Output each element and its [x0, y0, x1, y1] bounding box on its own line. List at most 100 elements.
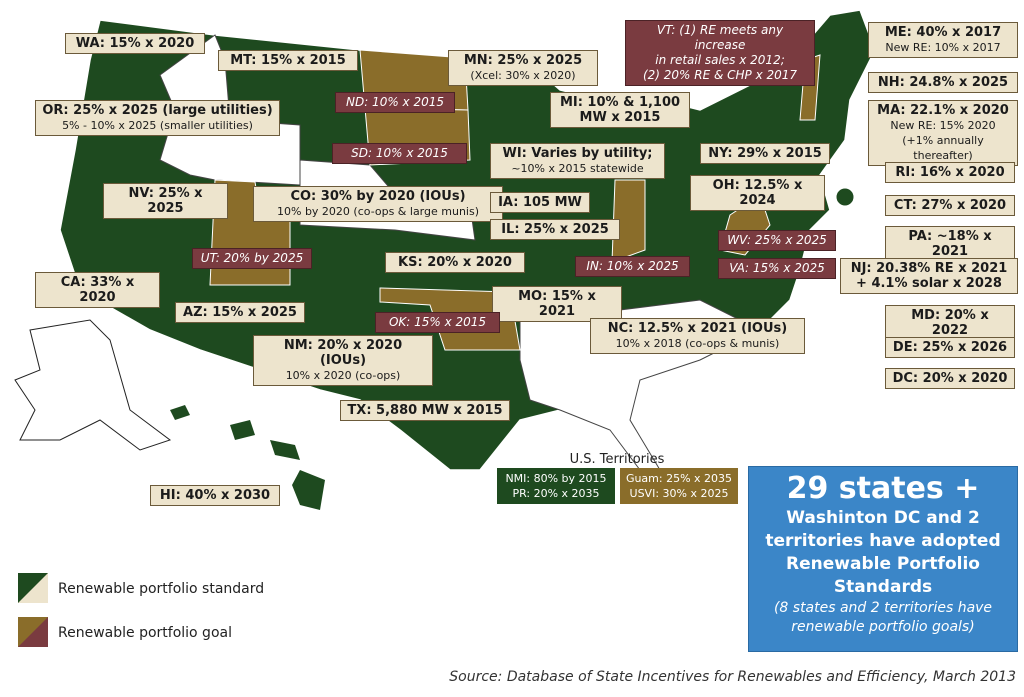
standard-label: MA: 22.1% x 2020 New RE: 15% 2020 (+1% ann…	[868, 100, 1018, 166]
standard-label: MI: 10% & 1,100 MW x 2015	[550, 92, 690, 128]
label-line: 10% x 2018 (co-ops & munis)	[615, 337, 780, 350]
label-line: CT: 27% x 2020	[893, 198, 1007, 213]
territories-title: U.S. Territories	[570, 452, 665, 467]
goal-label: UT: 20% by 2025	[192, 248, 312, 269]
standard-label: NV: 25% x 2025	[103, 183, 228, 219]
legend-swatch	[18, 617, 48, 647]
callout: 29 states + Washinton DC and 2 territori…	[748, 466, 1018, 652]
label-line: IA: 105 MW	[498, 195, 582, 210]
label-line: VT: (1) RE meets any increase	[656, 23, 784, 52]
legend-label: Renewable portfolio standard	[58, 581, 264, 597]
callout-note: (8 states and 2 territories have renewab…	[773, 600, 993, 635]
label-line: (Xcel: 30% x 2020)	[470, 69, 576, 82]
standard-label: KS: 20% x 2020	[385, 252, 525, 273]
standard-label: IL: 25% x 2025	[490, 219, 620, 240]
label-line: IN: 10% x 2025	[586, 259, 679, 273]
legend-swatch	[18, 573, 48, 603]
goal-label: OK: 15% x 2015	[375, 312, 500, 333]
label-line: CO: 30% by 2020 (IOUs)	[290, 189, 466, 204]
dc-marker	[835, 187, 855, 207]
standard-label: CO: 30% by 2020 (IOUs) 10% by 2020 (co-op…	[253, 186, 503, 222]
label-line: NV: 25% x 2025	[128, 186, 203, 216]
label-line: DE: 25% x 2026	[892, 340, 1008, 355]
label-line: MA: 22.1% x 2020	[877, 103, 1009, 118]
label-line: MN: 25% x 2025	[463, 53, 583, 68]
standard-label: MN: 25% x 2025 (Xcel: 30% x 2020)	[448, 50, 598, 86]
label-line: MD: 20% x 2022	[911, 308, 989, 338]
callout-body: Washinton DC and 2 territories have adop…	[765, 508, 1001, 597]
standard-label: PA: ~18% x 2021	[885, 226, 1015, 262]
label-line: IL: 25% x 2025	[501, 222, 609, 237]
standard-label: WI: Varies by utility; ~10% x 2015 statew…	[490, 143, 665, 179]
standard-label: RI: 16% x 2020	[885, 162, 1015, 183]
label-line: MI: 10% & 1,100 MW x 2015	[559, 95, 681, 125]
standard-label: NJ: 20.38% RE x 2021 + 4.1% solar x 2028	[840, 258, 1018, 294]
label-line: ME: 40% x 2017	[884, 25, 1002, 40]
territory-standard: NMI: 80% by 2015 PR: 20% x 2035	[497, 468, 615, 504]
source: Source: Database of State Incentives for…	[449, 669, 1016, 685]
hawaii	[230, 420, 255, 440]
label-line: ND: 10% x 2015	[345, 95, 444, 109]
territory-label: PR: 20% x 2035	[512, 487, 600, 500]
label-line: WI: Varies by utility;	[502, 146, 653, 161]
standard-label: MO: 15% x 2021	[492, 286, 622, 322]
goal-label: ND: 10% x 2015	[335, 92, 455, 113]
label-line: 10% x 2020 (co-ops)	[285, 369, 401, 382]
standard-label: DE: 25% x 2026	[885, 337, 1015, 358]
standard-label: IA: 105 MW	[490, 192, 590, 213]
standard-label: MD: 20% x 2022	[885, 305, 1015, 341]
label-line: NH: 24.8% x 2025	[877, 75, 1009, 90]
hawaii	[270, 440, 300, 460]
standard-label: NM: 20% x 2020 (IOUs) 10% x 2020 (co-ops)	[253, 335, 433, 386]
goal-label: WV: 25% x 2025	[718, 230, 836, 251]
label-line: (2) 20% RE & CHP x 2017	[642, 68, 798, 82]
hawaii	[170, 405, 190, 420]
label-line: (+1% annually thereafter)	[902, 134, 984, 162]
label-line: New RE: 15% 2020	[890, 119, 996, 132]
goal-label: VT: (1) RE meets any increase in retail s…	[625, 20, 815, 86]
label-line: NY: 29% x 2015	[708, 146, 822, 161]
label-line: 5% - 10% x 2025 (smaller utilities)	[62, 119, 253, 132]
label-line: MT: 15% x 2015	[230, 53, 346, 68]
label-line: in retail sales x 2012;	[655, 53, 785, 67]
goal-label: IN: 10% x 2025	[575, 256, 690, 277]
label-line: New RE: 10% x 2017	[885, 41, 1001, 54]
label-line: ~10% x 2015 statewide	[511, 162, 644, 175]
territory-label: Guam: 25% x 2035	[625, 472, 733, 485]
hawaii	[292, 470, 325, 510]
standard-label: NH: 24.8% x 2025	[868, 72, 1018, 93]
label-line: OK: 15% x 2015	[388, 315, 487, 329]
standard-label: ME: 40% x 2017 New RE: 10% x 2017	[868, 22, 1018, 58]
standard-label: CA: 33% x 2020	[35, 272, 160, 308]
goal-label: SD: 10% x 2015	[332, 143, 467, 164]
standard-label: CT: 27% x 2020	[885, 195, 1015, 216]
label-line: WA: 15% x 2020	[75, 36, 195, 51]
label-line: TX: 5,880 MW x 2015	[347, 403, 503, 418]
label-line: 10% by 2020 (co-ops & large munis)	[277, 205, 479, 218]
territory-label: USVI: 30% x 2025	[629, 487, 729, 500]
label-line: HI: 40% x 2030	[159, 488, 271, 503]
label-line: OR: 25% x 2025 (large utilities)	[42, 103, 273, 118]
label-line: MO: 15% x 2021	[518, 289, 596, 319]
label-line: NJ: 20.38% RE x 2021 + 4.1% solar x 2028	[850, 261, 1008, 291]
standard-label: MT: 15% x 2015	[218, 50, 358, 71]
label-line: VA: 15% x 2025	[729, 261, 825, 275]
label-line: AZ: 15% x 2025	[183, 305, 297, 320]
standard-label: WA: 15% x 2020	[65, 33, 205, 54]
standard-label: NY: 29% x 2015	[700, 143, 830, 164]
alaska	[14, 319, 172, 451]
label-line: OH: 12.5% x 2024	[712, 178, 803, 208]
label-line: UT: 20% by 2025	[200, 251, 304, 265]
label-line: CA: 33% x 2020	[60, 275, 135, 305]
territory-goal: Guam: 25% x 2035 USVI: 30% x 2025	[620, 468, 738, 504]
label-line: DC: 20% x 2020	[892, 371, 1008, 386]
label-line: RI: 16% x 2020	[895, 165, 1005, 180]
standard-label: OR: 25% x 2025 (large utilities) 5% - 10%…	[35, 100, 280, 136]
label-line: SD: 10% x 2015	[351, 146, 448, 160]
label-line: NC: 12.5% x 2021 (IOUs)	[607, 321, 788, 336]
label-line: WV: 25% x 2025	[727, 233, 827, 247]
standard-label: HI: 40% x 2030	[150, 485, 280, 506]
label-line: KS: 20% x 2020	[398, 255, 512, 270]
territory-label: NMI: 80% by 2015	[505, 472, 607, 485]
